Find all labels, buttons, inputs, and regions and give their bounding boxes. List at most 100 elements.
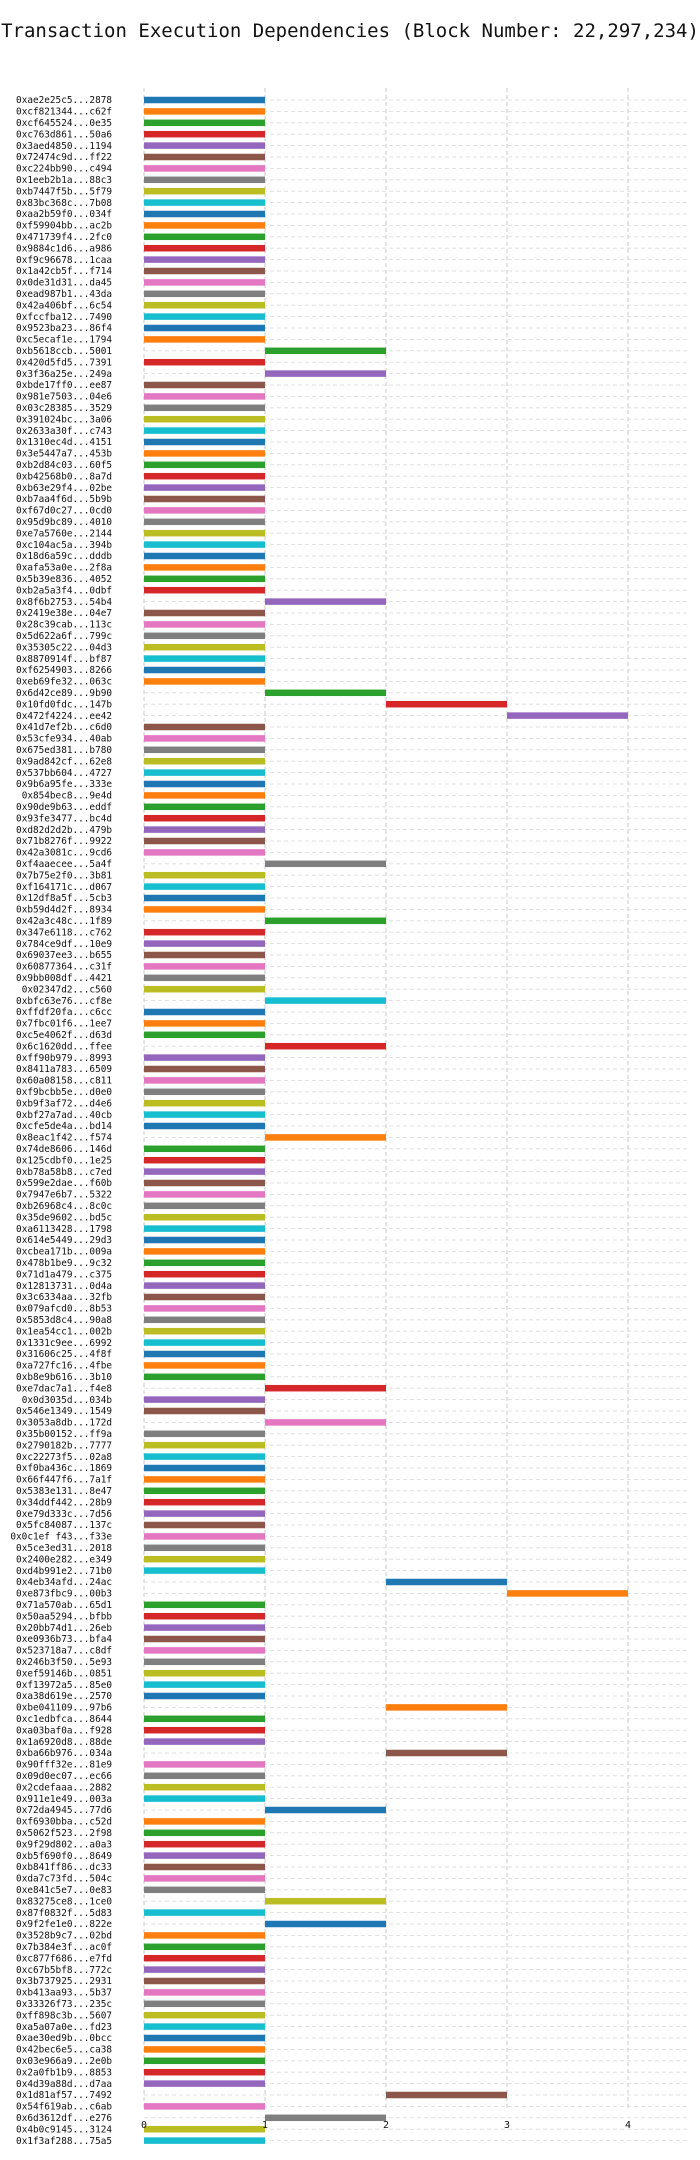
- x-tick-label: 4: [625, 2120, 631, 2131]
- grid-lines: [143, 88, 689, 2142]
- y-tick-label: 0x83bc368c...7b08: [16, 198, 112, 209]
- bar: [144, 1692, 265, 1700]
- bar: [386, 1704, 507, 1711]
- bar: [265, 1920, 386, 1928]
- y-tick-label: 0xc5e4062f...d63d: [16, 1030, 112, 1041]
- bar: [144, 472, 265, 480]
- bar: [144, 461, 265, 469]
- bar: [144, 130, 265, 138]
- bar: [144, 1316, 265, 1324]
- bar: [144, 290, 265, 298]
- y-tick-label: 0x03e966a9...2e0b: [16, 2056, 112, 2067]
- bar: [144, 1624, 265, 1631]
- bar: [144, 837, 265, 845]
- bar: [144, 1339, 265, 1346]
- y-tick-label: 0x3b737925...2931: [16, 1976, 112, 1987]
- bar: [144, 450, 265, 457]
- y-tick-label: 0xff90b979...8993: [16, 1053, 112, 1064]
- y-tick-label: 0x12df8a5f...5cb3: [16, 893, 112, 904]
- bar: [144, 564, 265, 571]
- bar: [265, 1384, 386, 1392]
- y-tick-label: 0xb8e9b616...3b10: [16, 1372, 112, 1383]
- y-tick-label: 0x60877364...c31f: [16, 962, 112, 973]
- bar: [144, 1669, 265, 1677]
- bar: [144, 1008, 265, 1016]
- y-tick-label: 0xf0ba436c...1869: [16, 1463, 112, 1474]
- bar: [144, 2011, 265, 2019]
- y-tick-label: 0xf59904bb...ac2b: [16, 221, 112, 232]
- bar: [144, 1441, 265, 1449]
- y-tick-label: 0x599e2dae...f60b: [16, 1178, 112, 1189]
- bar: [144, 1863, 265, 1871]
- bar: [144, 267, 265, 275]
- y-tick-label: 0x420d5fd5...7391: [16, 357, 112, 368]
- bar: [144, 1521, 265, 1529]
- y-tick-label: 0x9ad842cf...62e8: [16, 756, 112, 767]
- bar: [144, 1875, 265, 1882]
- y-tick-label: 0x5853d8c4...90a8: [16, 1315, 112, 1326]
- y-tick-label: 0xf6254903...8266: [16, 665, 112, 676]
- bar: [144, 735, 265, 742]
- bar: [144, 951, 265, 959]
- bar: [144, 2125, 265, 2133]
- y-tick-label: 0x478b1be9...9c32: [16, 1258, 112, 1269]
- y-tick-label: 0x0de31d31...da45: [16, 278, 112, 289]
- bar: [144, 792, 265, 799]
- bar: [144, 1510, 265, 1517]
- y-tick-label: 0x60a08158...c811: [16, 1076, 112, 1087]
- bar: [265, 1419, 386, 1426]
- y-tick-label: 0xe873fbc9...00b3: [16, 1589, 112, 1600]
- bar: [144, 1088, 265, 1096]
- bar: [144, 1464, 265, 1472]
- y-tick-label: 0x02347d2...c560: [22, 984, 113, 995]
- y-tick-label: 0xc104ac5a...394b: [16, 540, 112, 551]
- bar: [144, 609, 265, 617]
- y-tick-label: 0x12813731...0d4a: [16, 1281, 112, 1292]
- bar: [144, 1259, 265, 1267]
- y-tick-label: 0x246b3f50...5e93: [16, 1657, 112, 1668]
- bar: [144, 2034, 265, 2042]
- x-tick-labels: 0 1 2 3 4: [141, 2120, 631, 2131]
- bar: [144, 324, 265, 332]
- bar: [144, 415, 265, 423]
- bar: [265, 1806, 386, 1814]
- y-tick-label: 0x3e5447a7...453b: [16, 449, 112, 460]
- bar: [144, 1248, 265, 1255]
- bar: [265, 689, 386, 697]
- bar: [265, 598, 386, 605]
- y-tick-label: 0xb26968c4...8c0c: [16, 1201, 112, 1212]
- bar: [144, 1635, 265, 1643]
- bar: [144, 301, 265, 309]
- bar: [144, 1852, 265, 1859]
- bar: [144, 96, 265, 104]
- bar: [144, 1601, 265, 1609]
- bar: [144, 552, 265, 560]
- y-tick-label: 0xae2e25c5...2878: [16, 95, 112, 106]
- y-tick-label: 0x675ed381...b780: [16, 745, 112, 756]
- bar: [144, 381, 265, 389]
- y-tick-label: 0x854bec8...9e4d: [22, 791, 112, 802]
- y-tick-label: 0x471739f4...2fc0: [16, 232, 112, 243]
- bar: [144, 1020, 265, 1027]
- bar: [144, 1362, 265, 1369]
- y-tick-label: 0xbde17ff0...ee87: [16, 380, 112, 391]
- x-tick-label: 3: [504, 2120, 510, 2131]
- y-tick-label: 0xba66b976...034a: [16, 1748, 112, 1759]
- bar: [144, 963, 265, 970]
- bar: [144, 1373, 265, 1381]
- y-tick-label: 0x537bb604...4727: [16, 768, 112, 779]
- y-tick-label: 0x87f0832f...5d83: [16, 1908, 112, 1919]
- x-tick-label: 2: [383, 2120, 389, 2131]
- bar: [144, 1350, 265, 1358]
- bar: [144, 655, 265, 662]
- bar: [144, 2103, 265, 2110]
- y-tick-label: 0x125cdbf0...1e25: [16, 1155, 112, 1166]
- bar: [144, 1145, 265, 1153]
- y-tick-label: 0xc877f686...e7fd: [16, 1953, 112, 1964]
- y-tick-label: 0x4d39a88d...d7aa: [16, 2079, 112, 2090]
- y-tick-label: 0xc5ecaf1e...1794: [16, 335, 112, 346]
- bar: [144, 1487, 265, 1495]
- y-tick-label: 0xb413aa93...5b37: [16, 1988, 112, 1999]
- bar: [144, 279, 265, 286]
- bar: [144, 1099, 265, 1107]
